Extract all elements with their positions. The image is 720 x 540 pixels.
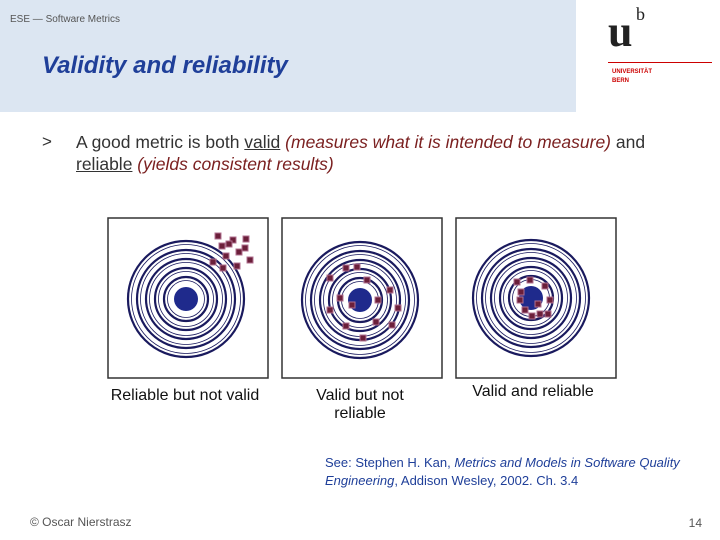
hit xyxy=(528,312,536,320)
ring-inner xyxy=(503,270,559,326)
ring-inner xyxy=(485,252,577,344)
term: valid xyxy=(244,132,281,152)
hit xyxy=(534,300,542,308)
logo-text: UNIVERSITÄT BERN xyxy=(612,68,652,86)
hit xyxy=(359,334,367,342)
hit xyxy=(326,274,334,282)
hit xyxy=(521,306,529,314)
ring-inner xyxy=(305,245,415,355)
hit xyxy=(388,321,396,329)
ring xyxy=(126,239,246,359)
bullet-text: A good metric is both valid (measures wh… xyxy=(76,131,656,175)
ring xyxy=(480,247,582,349)
slide-title: Validity and reliability xyxy=(42,52,288,79)
logo-u: u xyxy=(608,7,633,56)
header-band xyxy=(0,0,576,112)
caption: Valid and reliable xyxy=(472,383,594,400)
ref-suffix: , Addison Wesley, 2002. Ch. 3.4 xyxy=(394,473,579,488)
ring-inner xyxy=(476,243,586,353)
hit xyxy=(233,262,241,270)
ring-inner xyxy=(167,280,205,318)
ring xyxy=(498,265,564,331)
hit xyxy=(546,296,554,304)
hit xyxy=(222,252,230,260)
ring xyxy=(153,266,219,332)
text: A good metric is both xyxy=(76,132,245,152)
hit xyxy=(336,294,344,302)
hit xyxy=(348,301,356,309)
ref-book: Metrics and Models in Software Quality E… xyxy=(325,455,680,488)
hit xyxy=(353,263,361,271)
hit xyxy=(235,248,243,256)
ring xyxy=(300,240,420,360)
hit xyxy=(372,318,380,326)
hit xyxy=(544,310,552,318)
hit xyxy=(513,278,521,286)
bullseye xyxy=(174,287,198,311)
course: ESE — Software Metrics xyxy=(10,14,121,25)
hit xyxy=(218,242,226,250)
ring xyxy=(144,257,228,341)
hit xyxy=(374,296,382,304)
logo-line2: BERN xyxy=(612,78,630,84)
hit xyxy=(214,232,222,240)
hit xyxy=(229,236,237,244)
ring-inner xyxy=(149,262,223,336)
ring xyxy=(489,256,573,340)
hit xyxy=(363,276,371,284)
ring xyxy=(471,238,591,358)
reference: See: Stephen H. Kan, Metrics and Models … xyxy=(325,454,685,490)
ring xyxy=(309,249,411,351)
ring-inner xyxy=(494,261,568,335)
definition: (yields consistent results) xyxy=(132,154,334,174)
text: and xyxy=(611,132,646,152)
ring xyxy=(135,248,237,350)
ring xyxy=(162,275,210,323)
hit xyxy=(541,282,549,290)
hit xyxy=(225,240,233,248)
ref-prefix: See: Stephen H. Kan, xyxy=(325,455,455,470)
hit xyxy=(241,244,249,252)
hit xyxy=(386,286,394,294)
logo-line1: UNIVERSITÄT xyxy=(612,69,653,75)
page-number: 14 xyxy=(688,516,702,530)
hit xyxy=(526,276,534,284)
hit xyxy=(246,256,254,264)
ring-inner xyxy=(131,244,241,354)
logo-rule xyxy=(608,62,712,63)
logo-b: b xyxy=(636,4,645,24)
caption: Valid but not reliable xyxy=(316,387,404,422)
hit xyxy=(342,264,350,272)
ring-inner xyxy=(314,254,406,346)
ring-inner xyxy=(158,271,214,327)
caption: Reliable but not valid xyxy=(110,387,260,404)
hit xyxy=(209,258,217,266)
hit xyxy=(516,296,524,304)
hit xyxy=(326,306,334,314)
hit xyxy=(219,264,227,272)
hit xyxy=(242,235,250,243)
hit xyxy=(517,288,525,296)
hit xyxy=(394,304,402,312)
definition: (measures what it is intended to measure… xyxy=(280,132,612,152)
ring-inner xyxy=(332,272,388,328)
footer-author: © Oscar Nierstrasz xyxy=(30,515,132,529)
bullet-marker: > xyxy=(42,132,52,151)
hit xyxy=(536,310,544,318)
ring-inner xyxy=(140,253,232,345)
hit xyxy=(342,322,350,330)
term: reliable xyxy=(76,154,133,174)
